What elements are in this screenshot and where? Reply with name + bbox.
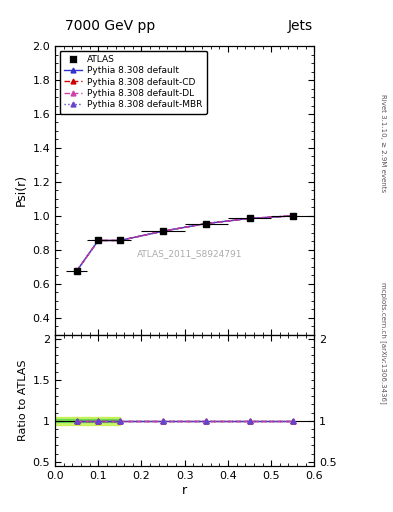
- Y-axis label: Ratio to ATLAS: Ratio to ATLAS: [18, 359, 28, 441]
- X-axis label: r: r: [182, 483, 187, 497]
- Text: 7000 GeV pp: 7000 GeV pp: [65, 19, 155, 33]
- Y-axis label: Psi(r): Psi(r): [15, 175, 28, 206]
- Text: Jets: Jets: [287, 19, 312, 33]
- Legend: ATLAS, Pythia 8.308 default, Pythia 8.308 default-CD, Pythia 8.308 default-DL, P: ATLAS, Pythia 8.308 default, Pythia 8.30…: [59, 51, 206, 114]
- Text: Rivet 3.1.10, ≥ 2.9M events: Rivet 3.1.10, ≥ 2.9M events: [380, 94, 386, 193]
- Text: ATLAS_2011_S8924791: ATLAS_2011_S8924791: [137, 249, 242, 259]
- Text: mcplots.cern.ch [arXiv:1306.3436]: mcplots.cern.ch [arXiv:1306.3436]: [380, 282, 387, 404]
